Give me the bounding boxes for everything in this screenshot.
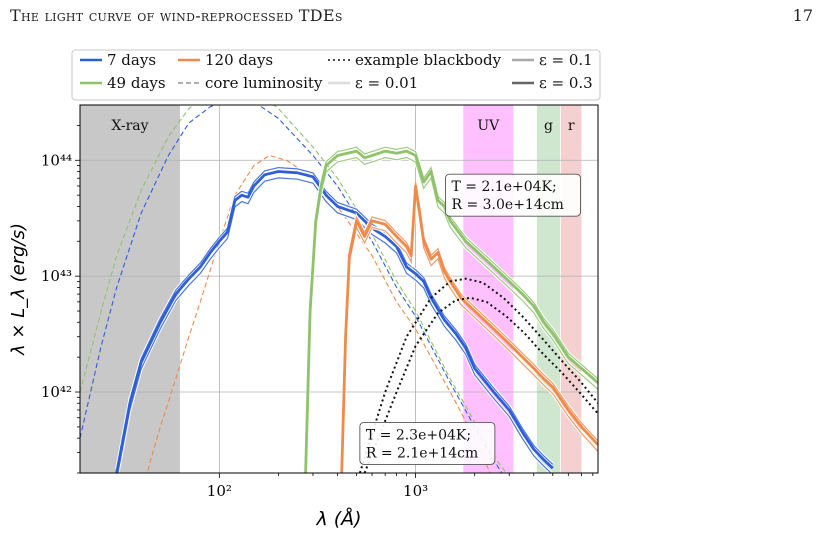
series-blackbody-7: [363, 296, 598, 473]
band-label-x-ray: X-ray: [111, 118, 148, 134]
band-label-g: g: [544, 118, 553, 134]
x-axis-label: λ (Å): [315, 507, 361, 530]
series-spectrum-120-days-variant: [341, 182, 598, 470]
page-header: The light curve of wind-reprocessed TDEs…: [0, 0, 821, 40]
annotation-text: T = 2.1e+04K;: [451, 179, 556, 195]
series-spectrum-7-days-variant: [117, 177, 552, 473]
y-tick-label: 10⁴³: [41, 267, 72, 285]
annotation-text: R = 2.1e+14cm: [366, 445, 478, 461]
y-tick-label: 10⁴²: [41, 383, 72, 401]
series-spectrum-7-days: [115, 170, 554, 473]
annotation-box: [359, 421, 496, 465]
plot-frame: [79, 104, 599, 474]
legend-label: example blackbody: [355, 51, 502, 69]
legend: 7 days 49 days 120 days core luminosity exam…: [71, 49, 601, 101]
legend-label: core luminosity: [205, 74, 323, 92]
annotation-box: [445, 173, 581, 217]
band-label-uv: UV: [477, 118, 500, 134]
legend-label: ε = 0.3: [539, 74, 593, 92]
y-axis-label: λ × L_λ (erg/s): [8, 223, 29, 356]
annotation-layer: T = 2.1e+04K; R = 3.0e+14cm T = 2.3e+04K; R…: [359, 173, 581, 465]
page-number: 17: [792, 6, 813, 25]
band-labels: X-ray UV g r: [111, 118, 574, 134]
x-tick-label: 10²: [207, 482, 232, 500]
ticks-layer: 10² 10³ 10⁴² 10⁴³ 10⁴⁴: [41, 125, 594, 500]
series-layer: [80, 105, 598, 473]
y-tick-label: 10⁴⁴: [41, 151, 72, 169]
series-spectrum-49-days-variant: [305, 156, 598, 473]
series-core-7-days: [80, 105, 503, 473]
legend-label: 49 days: [107, 74, 166, 92]
legend-frame: [71, 49, 601, 101]
series-spectrum-120-days: [340, 184, 598, 473]
series-spectrum-49-days: [304, 149, 598, 473]
running-title: The light curve of wind-reprocessed TDEs: [10, 6, 343, 25]
series-core-49-days: [80, 105, 507, 473]
annotation-text: T = 2.3e+04K;: [366, 427, 471, 443]
band-label-r: r: [568, 118, 575, 134]
x-tick-label: 10³: [403, 482, 428, 500]
legend-label: ε = 0.01: [355, 74, 418, 92]
legend-label: 120 days: [205, 51, 273, 69]
legend-label: 7 days: [107, 51, 156, 69]
series-core-120-days: [146, 154, 491, 473]
series-spectrum-7-days-variant: [116, 166, 554, 470]
legend-label: ε = 0.1: [539, 51, 593, 69]
series-spectrum-120-days-variant: [341, 192, 598, 473]
annotation-text: R = 3.0e+14cm: [451, 197, 563, 213]
